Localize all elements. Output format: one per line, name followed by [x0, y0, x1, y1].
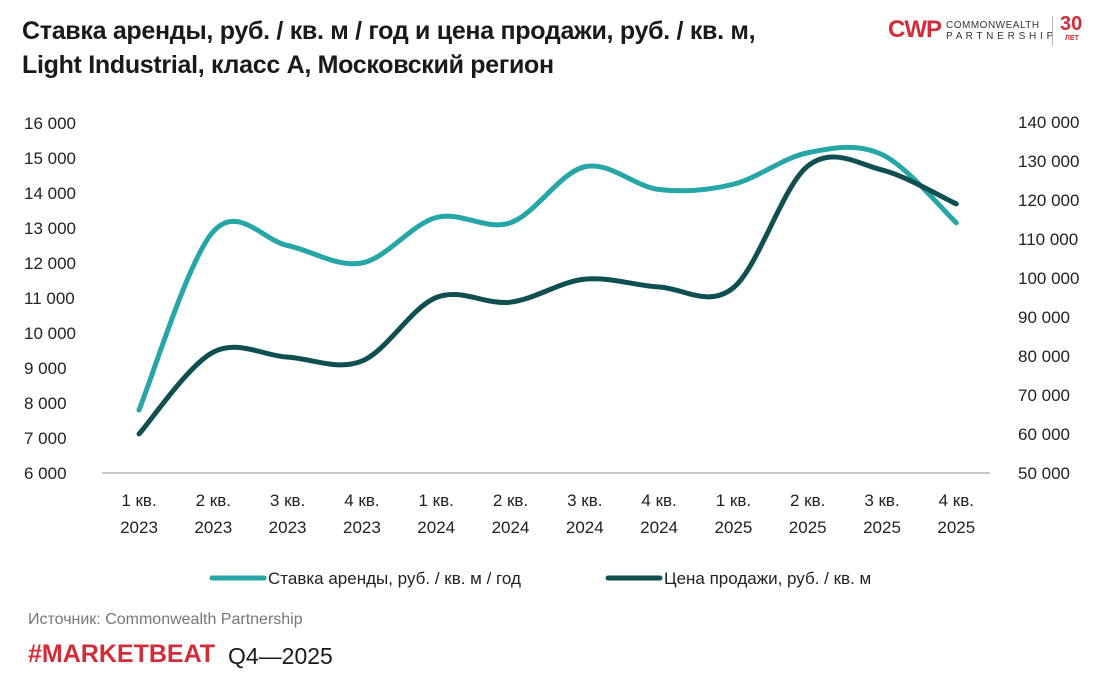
- x-tick-label: 1 кв.: [419, 491, 454, 510]
- y-right-tick-label: 70 000: [1018, 386, 1070, 405]
- logo-wordmark: COMMONWEALTH P A R T N E R S H I P: [946, 20, 1054, 42]
- x-tick-label: 2 кв.: [493, 491, 528, 510]
- title-line-2: Light Industrial, класс А, Московский ре…: [22, 51, 554, 79]
- y-right-tick-label: 80 000: [1018, 347, 1070, 366]
- x-tick-label: 3 кв.: [864, 491, 899, 510]
- y-left-tick-label: 6 000: [24, 464, 67, 483]
- x-tick-label: 1 кв.: [121, 491, 156, 510]
- y-right-tick-label: 110 000: [1018, 230, 1078, 249]
- x-tick-label: 1 кв.: [716, 491, 751, 510]
- price-series-line: [136, 154, 959, 437]
- y-left-tick-label: 13 000: [24, 219, 76, 238]
- legend-label: Цена продажи, руб. / кв. м: [664, 569, 871, 588]
- chart-title: Ставка аренды, руб. / кв. м / год и цена…: [22, 14, 842, 82]
- x-tick-label: 2 кв.: [196, 491, 231, 510]
- y-left-tick-label: 15 000: [24, 149, 76, 168]
- y-right-tick-label: 130 000: [1018, 152, 1079, 171]
- logo-anniversary-label: ЛЕТ: [1065, 35, 1079, 42]
- rent-series-line: [136, 144, 959, 413]
- y-left-tick-label: 7 000: [24, 429, 67, 448]
- company-logo: CWP COMMONWEALTH P A R T N E R S H I P 30…: [888, 14, 1103, 50]
- logo-anniversary: 30: [1060, 13, 1083, 35]
- x-tick-label: 2023: [269, 518, 307, 537]
- y-right-tick-label: 50 000: [1018, 464, 1070, 483]
- y-left-tick-label: 9 000: [24, 359, 67, 378]
- x-tick-label: 2025: [937, 518, 975, 537]
- x-tick-label: 2025: [863, 518, 901, 537]
- x-tick-label: 2 кв.: [790, 491, 825, 510]
- x-tick-label: 4 кв.: [344, 491, 379, 510]
- source-note: Источник: Commonwealth Partnership: [28, 611, 303, 628]
- x-tick-label: 2024: [417, 518, 455, 537]
- y-left-tick-label: 10 000: [24, 324, 76, 343]
- x-tick-label: 2024: [640, 518, 678, 537]
- y-right-tick-label: 120 000: [1018, 191, 1079, 210]
- x-tick-label: 3 кв.: [567, 491, 602, 510]
- title-line-1: Ставка аренды, руб. / кв. м / год и цена…: [22, 17, 756, 45]
- x-tick-label: 2023: [194, 518, 232, 537]
- line-chart: 6 000 7 000 8 000 9 000 10 000 11 000 12 000 13…: [24, 113, 1079, 588]
- y-left-tick-label: 8 000: [24, 394, 67, 413]
- x-tick-label: 2025: [789, 518, 827, 537]
- y-right-tick-label: 100 000: [1018, 269, 1079, 288]
- report-period: Q4—2025: [228, 643, 333, 669]
- y-left-tick-label: 12 000: [24, 254, 76, 273]
- marketbeat-brand: #MARKETBEAT: [28, 640, 216, 668]
- x-tick-label: 4 кв.: [641, 491, 676, 510]
- x-tick-label: 3 кв.: [270, 491, 305, 510]
- x-tick-label: 2023: [343, 518, 381, 537]
- y-left-tick-label: 11 000: [24, 289, 75, 308]
- legend-label: Ставка аренды, руб. / кв. м / год: [268, 569, 521, 588]
- y-right-tick-label: 90 000: [1018, 308, 1070, 327]
- y-left-tick-label: 16 000: [24, 114, 76, 133]
- logo-divider: [1052, 16, 1053, 46]
- x-tick-label: 2024: [566, 518, 604, 537]
- x-tick-label: 2024: [492, 518, 530, 537]
- x-tick-label: 2023: [120, 518, 158, 537]
- y-right-tick-label: 60 000: [1018, 425, 1070, 444]
- x-tick-label: 4 кв.: [939, 491, 974, 510]
- y-right-tick-label: 140 000: [1018, 113, 1079, 132]
- logo-mark: CWP: [888, 16, 942, 43]
- y-left-tick-label: 14 000: [24, 184, 76, 203]
- x-tick-label: 2025: [714, 518, 752, 537]
